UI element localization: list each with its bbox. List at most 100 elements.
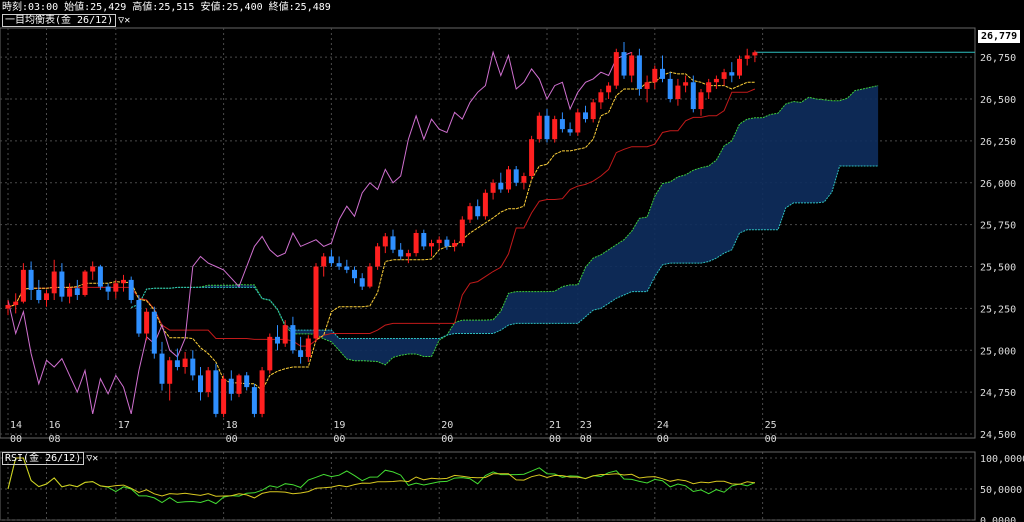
candle-body	[221, 378, 227, 414]
candle-body	[236, 375, 242, 394]
candle-body	[74, 288, 80, 295]
candle-body	[382, 236, 388, 247]
main-panel-header: 一目均衡表(金 26/12) ▽✕	[2, 14, 130, 27]
candle-body	[405, 253, 411, 257]
y-tick-label: 25,000	[980, 346, 1016, 357]
candle-body	[182, 358, 188, 367]
rsi-panel-label[interactable]: RSI(金 26/12)	[2, 452, 85, 465]
candle-body	[44, 293, 49, 300]
candle-body	[375, 246, 381, 267]
candle-body	[690, 82, 696, 110]
collapse-icon[interactable]: ▽	[118, 15, 125, 26]
ohlc-text: 時刻:03:00 始値:25,429 高値:25,515 安値:25,400 終…	[2, 2, 331, 13]
candle-body	[321, 256, 327, 267]
candle-body	[174, 360, 180, 367]
candle-body	[667, 78, 673, 99]
rsi-tick-label: 0,0000	[980, 516, 1016, 522]
candle-body	[352, 269, 357, 279]
y-tick-label: 26,500	[980, 95, 1016, 106]
candle-body	[636, 55, 642, 89]
grid	[0, 27, 976, 520]
candle-body	[82, 271, 88, 295]
candle-body	[482, 192, 488, 217]
candle-body	[205, 370, 211, 393]
candle-body	[683, 82, 689, 86]
y-tick-label: 25,250	[980, 304, 1016, 315]
candle-body	[313, 266, 319, 339]
candle-body	[590, 102, 596, 120]
candle-body	[544, 115, 550, 140]
x-tick-day: 17	[118, 420, 130, 431]
cloud-fill	[131, 85, 879, 365]
rsi-tick-label: 100,0000	[980, 454, 1024, 465]
candle-body	[336, 263, 342, 267]
close-icon[interactable]: ✕	[124, 15, 131, 26]
x-tick-time: 08	[580, 434, 592, 445]
main-panel-label[interactable]: 一目均衡表(金 26/12)	[2, 14, 117, 27]
x-tick-time: 00	[549, 434, 561, 445]
candle-body	[344, 266, 350, 270]
rsi-collapse-icon[interactable]: ▽	[86, 453, 93, 464]
rsi-frame	[0, 451, 976, 521]
candle-body	[51, 271, 57, 294]
candle-body	[513, 169, 519, 183]
candle-body	[613, 52, 619, 86]
candle-body	[251, 387, 257, 414]
x-tick-day: 16	[49, 420, 61, 431]
candle-body	[752, 52, 758, 56]
candle-body	[359, 278, 365, 287]
candle-body	[244, 375, 250, 388]
candle-body	[213, 370, 219, 414]
candle-body	[521, 176, 527, 183]
candle-body	[390, 236, 396, 250]
candle-body	[498, 182, 504, 190]
x-tick-day: 23	[580, 420, 592, 431]
senkou-span-b	[131, 165, 879, 339]
rsi-panel: 100,0000 50,0000 0,0000	[0, 451, 1024, 522]
y-tick-label: 25,500	[980, 263, 1016, 274]
candle-body	[598, 92, 604, 103]
x-tick-day: 24	[657, 420, 669, 431]
candle-body	[282, 325, 288, 344]
candle-body	[606, 85, 612, 93]
candle-body	[660, 68, 665, 79]
rsi-close-icon[interactable]: ✕	[92, 453, 99, 464]
candle-body	[644, 82, 650, 89]
y-tick-label: 24,750	[980, 388, 1016, 399]
candle-body	[136, 300, 142, 334]
senkou-span-a	[131, 85, 879, 366]
candle-body	[583, 112, 588, 120]
candle-body	[267, 336, 273, 371]
main-frame	[0, 27, 976, 439]
x-tick-time: 00	[441, 434, 453, 445]
candle-body	[567, 129, 573, 133]
candle-body	[167, 360, 173, 384]
y-tick-label: 26,000	[980, 179, 1016, 190]
x-tick-time: 00	[10, 434, 22, 445]
x-tick-day: 21	[549, 420, 561, 431]
candle-body	[198, 375, 203, 393]
x-tick-time: 00	[765, 434, 777, 445]
candle-body	[121, 279, 126, 284]
candle-body	[506, 169, 511, 190]
candle-body	[59, 271, 65, 297]
x-tick-time: 08	[49, 434, 61, 445]
candle-body	[90, 266, 96, 272]
candle-body	[5, 305, 11, 309]
rsi-panel-header: RSI(金 26/12) ▽✕	[2, 452, 98, 465]
x-tick-time: 00	[226, 434, 238, 445]
candle-body	[436, 239, 442, 244]
candle-body	[105, 286, 111, 292]
candles	[5, 42, 758, 418]
candle-body	[459, 219, 465, 244]
time-axis: 14 00 16 08 17 18 00 19 00 20 00 21 00 23 08 24 00 25 00	[10, 420, 777, 445]
candle-body	[529, 139, 535, 177]
candle-body	[67, 288, 73, 297]
candle-body	[721, 72, 727, 79]
candle-body	[20, 269, 26, 302]
candle-body	[298, 350, 304, 357]
y-tick-label: 26,750	[980, 53, 1016, 64]
x-tick-time: 00	[657, 434, 669, 445]
candle-body	[144, 311, 150, 334]
